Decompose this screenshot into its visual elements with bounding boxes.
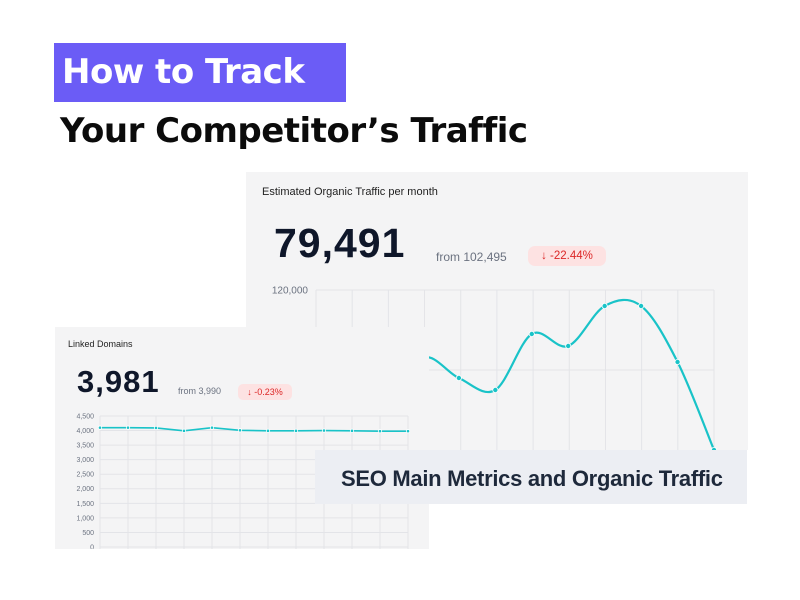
domains-card-title: Linked Domains bbox=[68, 339, 133, 349]
domains-data-point bbox=[209, 425, 215, 430]
domains-data-point bbox=[97, 425, 103, 430]
traffic-data-point bbox=[638, 302, 645, 309]
traffic-data-point bbox=[565, 342, 572, 349]
traffic-card-title: Estimated Organic Traffic per month bbox=[262, 186, 438, 198]
linked-domains-card: Linked Domains 3,981 from 3,990 ↓ -0.23%… bbox=[55, 327, 429, 549]
domains-data-point bbox=[321, 428, 327, 433]
domains-data-point bbox=[153, 425, 159, 431]
domains-data-point bbox=[125, 425, 131, 430]
domains-line-chart: 4,500 4,000 3,500 3,000 2,500 2,000 1,500 1,000… bbox=[76, 413, 411, 549]
domains-ytick-label: 3,000 bbox=[76, 457, 94, 464]
traffic-data-point bbox=[528, 330, 535, 337]
domains-series-line bbox=[100, 426, 408, 432]
domains-ytick-label: 3,500 bbox=[76, 443, 94, 450]
traffic-ytick-label: 120,000 bbox=[272, 286, 309, 297]
caption-banner: SEO Main Metrics and Organic Traffic bbox=[315, 450, 747, 504]
traffic-data-point bbox=[455, 374, 462, 381]
traffic-data-point bbox=[492, 386, 499, 393]
domains-data-point bbox=[265, 428, 271, 433]
domains-data-point bbox=[377, 429, 383, 434]
traffic-data-point bbox=[601, 302, 608, 309]
domains-ytick-label: 4,500 bbox=[76, 413, 94, 420]
domains-ytick-label: 2,000 bbox=[76, 486, 94, 493]
domains-ytick-label: 4,000 bbox=[76, 428, 94, 435]
domains-from-text: from 3,990 bbox=[178, 386, 222, 396]
domains-change-badge: ↓ -0.23% bbox=[238, 384, 292, 400]
domains-data-point bbox=[181, 428, 187, 433]
domains-ytick-label: 0 bbox=[90, 544, 94, 549]
headline-line-1: How to Track bbox=[54, 43, 346, 102]
traffic-change-badge: ↓ -22.44% bbox=[528, 246, 606, 266]
domains-data-point bbox=[405, 429, 411, 434]
traffic-series-line bbox=[385, 298, 716, 450]
domains-value: 3,981 bbox=[77, 364, 160, 399]
headline-line-2: Your Competitor’s Traffic bbox=[60, 111, 528, 151]
domains-ytick-label: 500 bbox=[82, 530, 94, 537]
domains-ytick-label: 2,500 bbox=[76, 472, 94, 479]
domains-data-point bbox=[293, 428, 299, 433]
domains-data-point bbox=[349, 428, 355, 433]
traffic-data-point bbox=[674, 358, 681, 365]
domains-ytick-label: 1,000 bbox=[76, 515, 94, 522]
traffic-from-text: from 102,495 bbox=[436, 250, 507, 264]
domains-ytick-label: 1,500 bbox=[76, 501, 94, 508]
traffic-value: 79,491 bbox=[274, 220, 406, 266]
domains-data-point bbox=[237, 428, 243, 433]
